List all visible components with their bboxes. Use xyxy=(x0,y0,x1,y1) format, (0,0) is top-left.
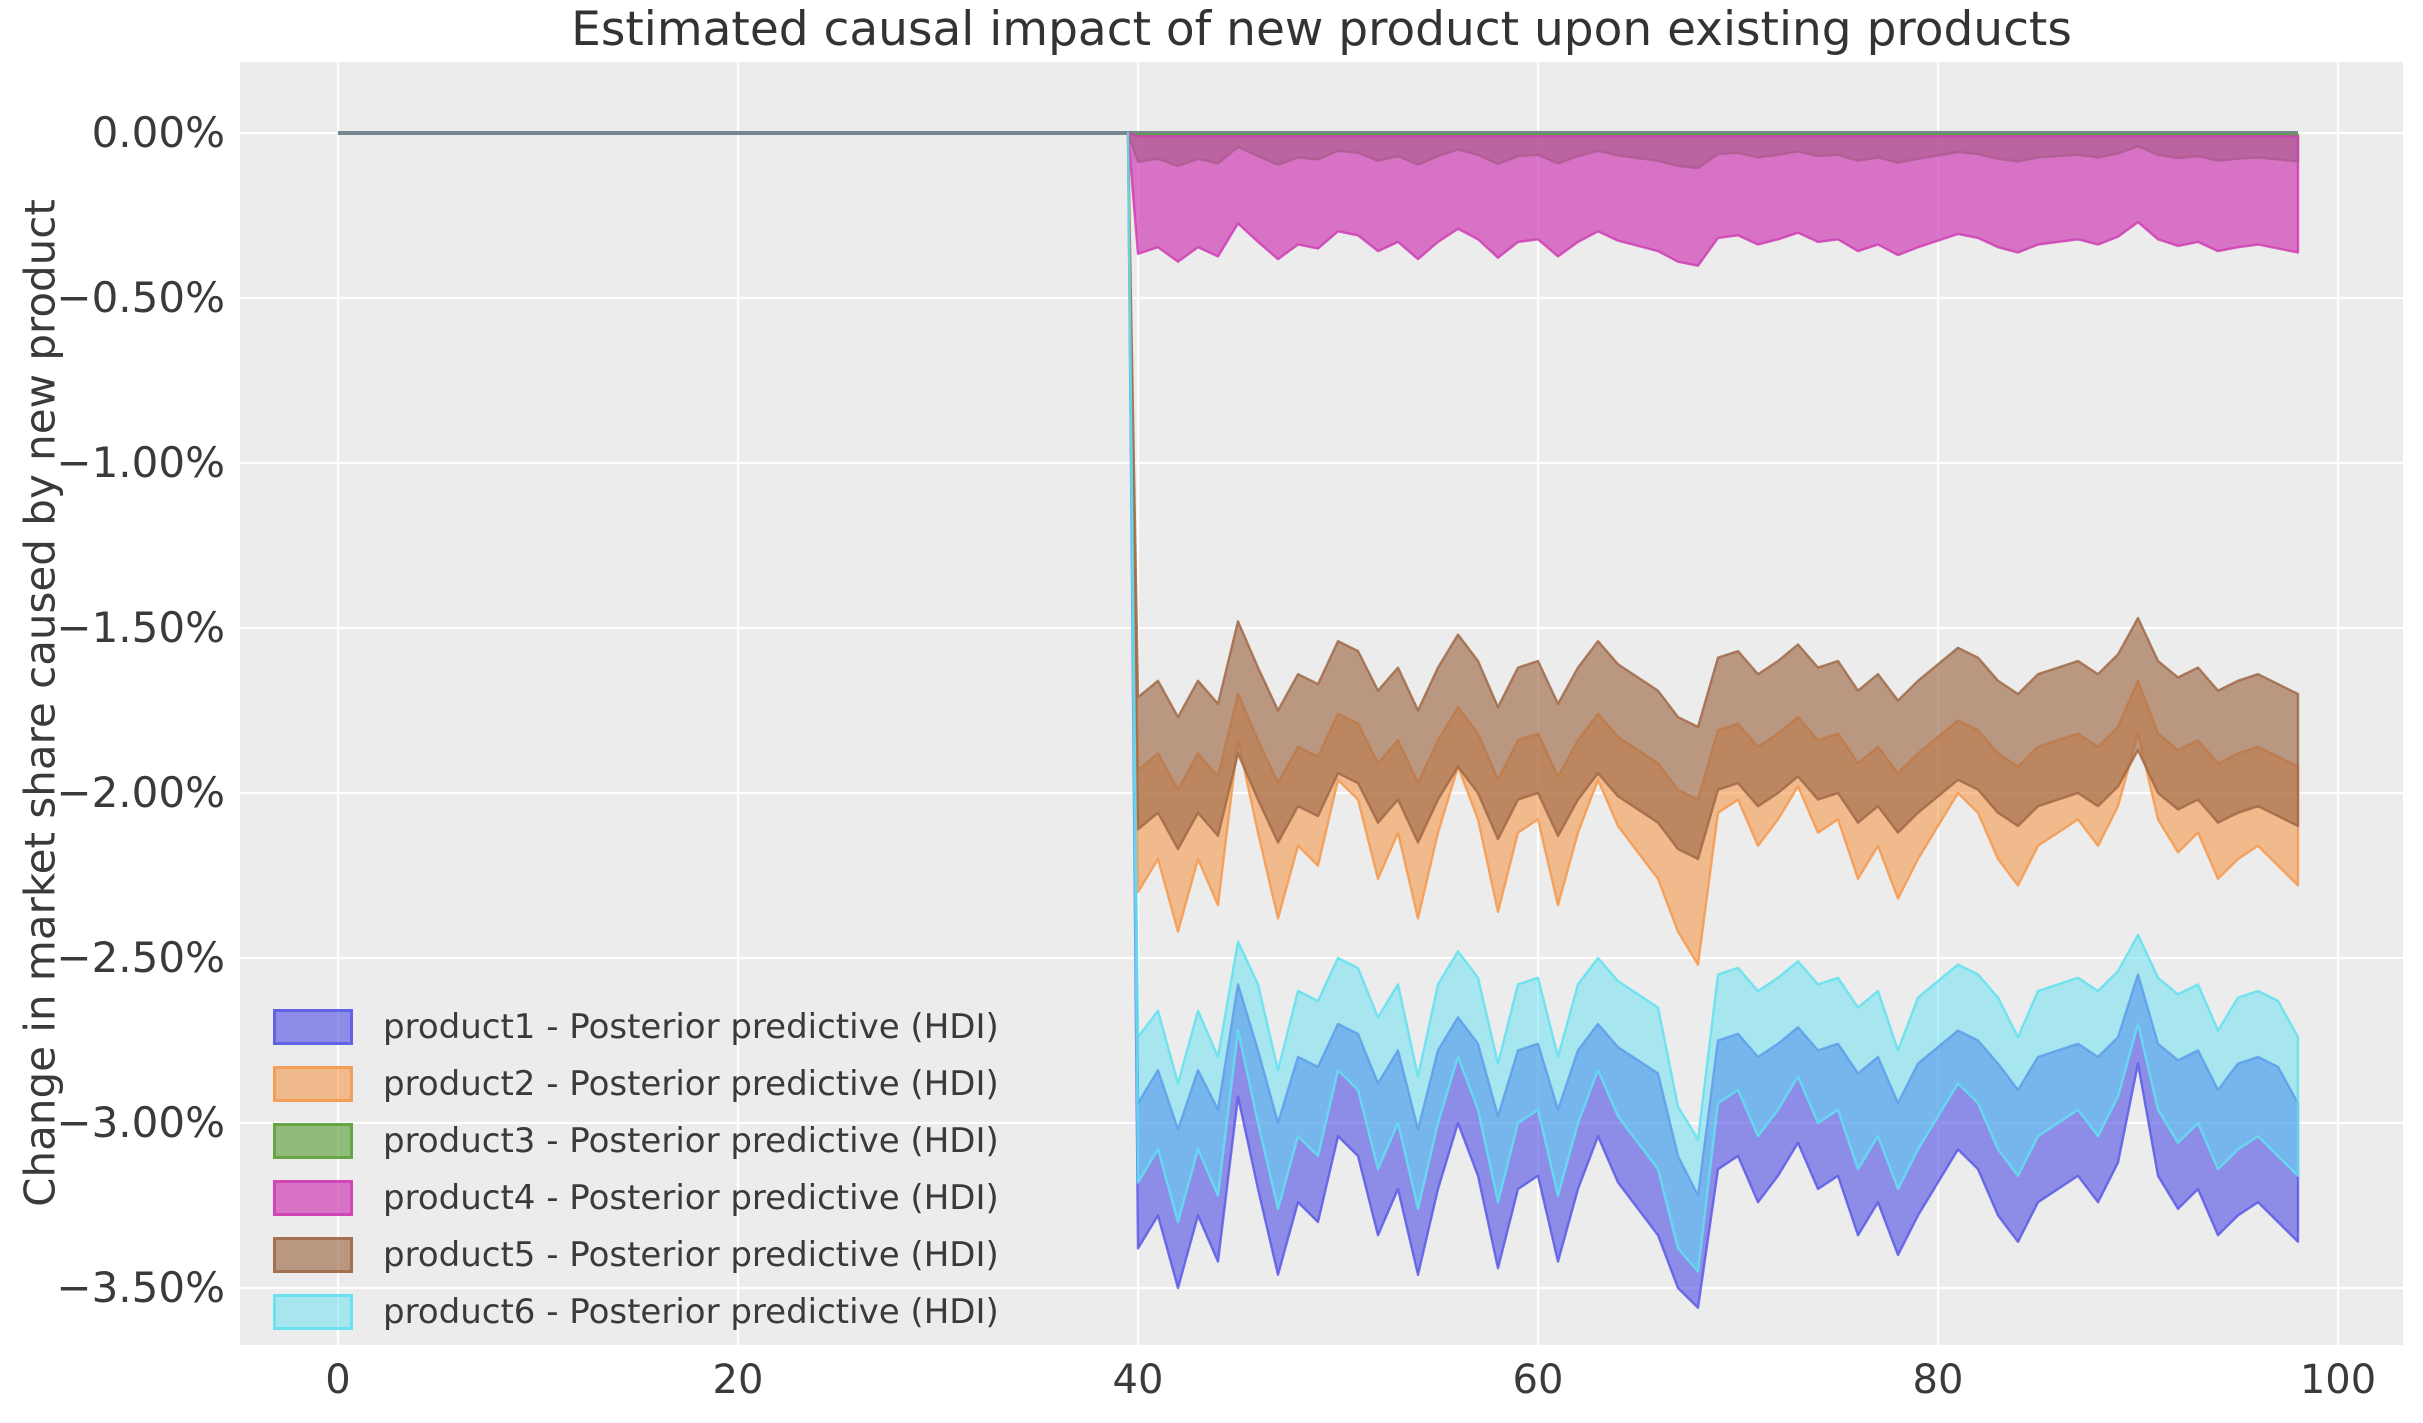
legend-swatch-product4 xyxy=(273,1179,353,1216)
legend-label: product4 - Posterior predictive (HDI) xyxy=(383,1177,999,1218)
legend-entry-product4: product4 - Posterior predictive (HDI) xyxy=(273,1169,999,1226)
y-tick-label: 0.00% xyxy=(91,108,225,157)
legend-label: product3 - Posterior predictive (HDI) xyxy=(383,1120,999,1161)
x-tick-label: 100 xyxy=(2299,1357,2377,1403)
legend-label: product5 - Posterior predictive (HDI) xyxy=(383,1234,999,1275)
legend-entry-product6: product6 - Posterior predictive (HDI) xyxy=(273,1283,999,1340)
legend-swatch-product6 xyxy=(273,1293,353,1330)
legend-entry-product2: product2 - Posterior predictive (HDI) xyxy=(273,1055,999,1112)
hdi-band-product4 xyxy=(1126,131,2300,267)
x-tick-label: 20 xyxy=(712,1357,764,1403)
chart-title: Estimated causal impact of new product u… xyxy=(571,2,2072,57)
y-tick-label: −0.50% xyxy=(56,273,225,322)
legend-swatch-product5 xyxy=(273,1236,353,1273)
y-axis-label: Change in market share caused by new pro… xyxy=(15,199,65,1207)
y-tick-label: −1.50% xyxy=(56,603,225,652)
hdi-band-product6 xyxy=(1126,131,2300,1273)
x-tick-label: 80 xyxy=(1912,1357,1964,1403)
y-tick-label: −2.00% xyxy=(56,768,225,817)
legend-swatch-product2 xyxy=(273,1065,353,1102)
legend-label: product6 - Posterior predictive (HDI) xyxy=(383,1291,999,1332)
x-tick-label: 0 xyxy=(325,1357,351,1403)
y-tick-label: −3.00% xyxy=(56,1098,225,1147)
y-tick-label: −2.50% xyxy=(56,933,225,982)
y-tick-label: −1.00% xyxy=(56,438,225,487)
legend: product1 - Posterior predictive (HDI) pro… xyxy=(273,998,999,1340)
legend-entry-product5: product5 - Posterior predictive (HDI) xyxy=(273,1226,999,1283)
legend-entry-product3: product3 - Posterior predictive (HDI) xyxy=(273,1112,999,1169)
legend-swatch-product1 xyxy=(273,1008,353,1045)
legend-label: product2 - Posterior predictive (HDI) xyxy=(383,1063,999,1104)
legend-swatch-product3 xyxy=(273,1122,353,1159)
y-tick-label: −3.50% xyxy=(56,1263,225,1312)
x-tick-label: 40 xyxy=(1112,1357,1164,1403)
x-tick-label: 60 xyxy=(1512,1357,1564,1403)
legend-entry-product1: product1 - Posterior predictive (HDI) xyxy=(273,998,999,1055)
hdi-band-product5 xyxy=(1126,131,2300,861)
legend-label: product1 - Posterior predictive (HDI) xyxy=(383,1006,999,1047)
